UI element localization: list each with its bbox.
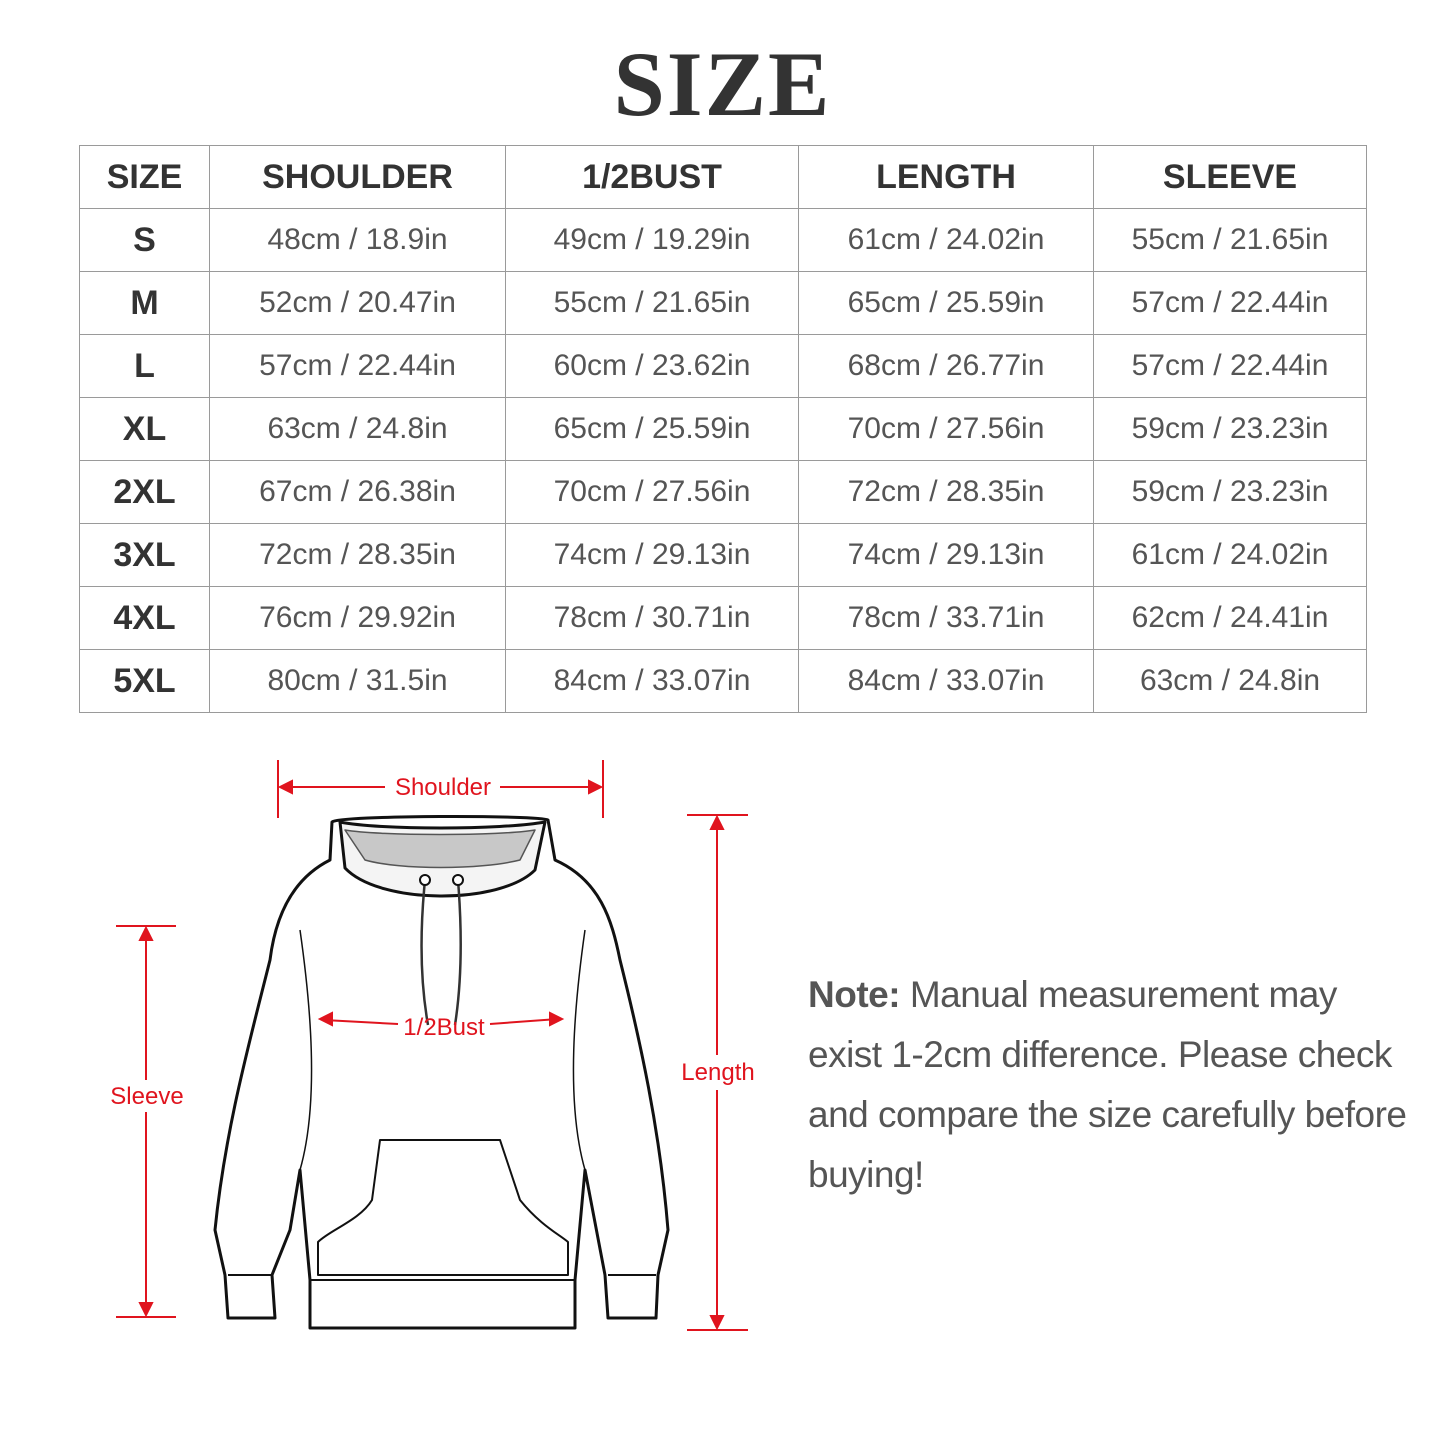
measurement-cell: 76cm / 29.92in: [209, 586, 506, 650]
size-cell: 2XL: [79, 460, 210, 524]
size-cell: 3XL: [79, 523, 210, 587]
table-row: 3XL 72cm / 28.35in 74cm / 29.13in 74cm / 29…: [79, 523, 1367, 587]
size-cell: S: [79, 208, 210, 272]
measurement-cell: 65cm / 25.59in: [505, 397, 799, 461]
measurement-cell: 67cm / 26.38in: [209, 460, 506, 524]
measure-lines: [116, 760, 748, 1331]
measurement-cell: 80cm / 31.5in: [209, 649, 506, 713]
column-header: SIZE: [79, 145, 210, 209]
measurement-cell: 62cm / 24.41in: [1093, 586, 1367, 650]
size-table: SIZE SHOULDER 1/2BUST LENGTH SLEEVE S 48cm / …: [79, 145, 1367, 713]
measurement-cell: 57cm / 22.44in: [1093, 271, 1367, 335]
table-row: XL 63cm / 24.8in 65cm / 25.59in 70cm / 27.5…: [79, 397, 1367, 461]
size-cell: 5XL: [79, 649, 210, 713]
measurement-cell: 48cm / 18.9in: [209, 208, 506, 272]
measurement-cell: 74cm / 29.13in: [505, 523, 799, 587]
column-header: SLEEVE: [1093, 145, 1367, 209]
measurement-cell: 63cm / 24.8in: [209, 397, 506, 461]
measurement-cell: 59cm / 23.23in: [1093, 460, 1367, 524]
column-header: SHOULDER: [209, 145, 506, 209]
measurement-cell: 68cm / 26.77in: [798, 334, 1094, 398]
size-cell: XL: [79, 397, 210, 461]
measurement-cell: 70cm / 27.56in: [798, 397, 1094, 461]
table-row: S 48cm / 18.9in 49cm / 19.29in 61cm / 24.02…: [79, 208, 1367, 272]
column-header: LENGTH: [798, 145, 1094, 209]
measurement-cell: 55cm / 21.65in: [505, 271, 799, 335]
table-row: 4XL 76cm / 29.92in 78cm / 30.71in 78cm / 33…: [79, 586, 1367, 650]
table-row: M 52cm / 20.47in 55cm / 21.65in 65cm / 25.5…: [79, 271, 1367, 335]
measurement-cell: 63cm / 24.8in: [1093, 649, 1367, 713]
size-cell: L: [79, 334, 210, 398]
table-header-row: SIZE SHOULDER 1/2BUST LENGTH SLEEVE: [79, 145, 1367, 209]
measurement-cell: 52cm / 20.47in: [209, 271, 506, 335]
measurement-cell: 55cm / 21.65in: [1093, 208, 1367, 272]
note-text: Manual measurement may exist 1-2cm diffe…: [808, 974, 1407, 1195]
measurement-cell: 74cm / 29.13in: [798, 523, 1094, 587]
measurement-cell: 61cm / 24.02in: [1093, 523, 1367, 587]
measurement-cell: 65cm / 25.59in: [798, 271, 1094, 335]
page-title: SIZE: [613, 33, 832, 135]
column-header: 1/2BUST: [505, 145, 799, 209]
table-row: L 57cm / 22.44in 60cm / 23.62in 68cm / 26.7…: [79, 334, 1367, 398]
measurement-cell: 78cm / 33.71in: [798, 586, 1094, 650]
measurement-cell: 72cm / 28.35in: [209, 523, 506, 587]
measurement-cell: 59cm / 23.23in: [1093, 397, 1367, 461]
measurement-cell: 70cm / 27.56in: [505, 460, 799, 524]
size-cell: M: [79, 271, 210, 335]
measurement-cell: 61cm / 24.02in: [798, 208, 1094, 272]
measurement-cell: 78cm / 30.71in: [505, 586, 799, 650]
measurement-cell: 49cm / 19.29in: [505, 208, 799, 272]
shoulder-label: Shoulder: [395, 774, 491, 801]
measurement-cell: 84cm / 33.07in: [505, 649, 799, 713]
measurement-cell: 72cm / 28.35in: [798, 460, 1094, 524]
measurement-cell: 57cm / 22.44in: [1093, 334, 1367, 398]
sleeve-label: Sleeve: [110, 1083, 183, 1110]
note-label: Note:: [808, 974, 901, 1015]
measurement-cell: 84cm / 33.07in: [798, 649, 1094, 713]
size-cell: 4XL: [79, 586, 210, 650]
length-label: Length: [681, 1059, 754, 1086]
hoodie-diagram: Shoulder 1/2Bust Length Sleeve: [110, 760, 755, 1331]
table-row: 2XL 67cm / 26.38in 70cm / 27.56in 72cm / 28…: [79, 460, 1367, 524]
measurement-cell: 60cm / 23.62in: [505, 334, 799, 398]
table-row: 5XL 80cm / 31.5in 84cm / 33.07in 84cm / 33.…: [79, 649, 1367, 713]
measurement-cell: 57cm / 22.44in: [209, 334, 506, 398]
note: Note: Manual measurement may exist 1-2cm…: [808, 965, 1408, 1205]
bust-label: 1/2Bust: [403, 1014, 485, 1041]
hoodie-outline: [213, 814, 670, 1330]
